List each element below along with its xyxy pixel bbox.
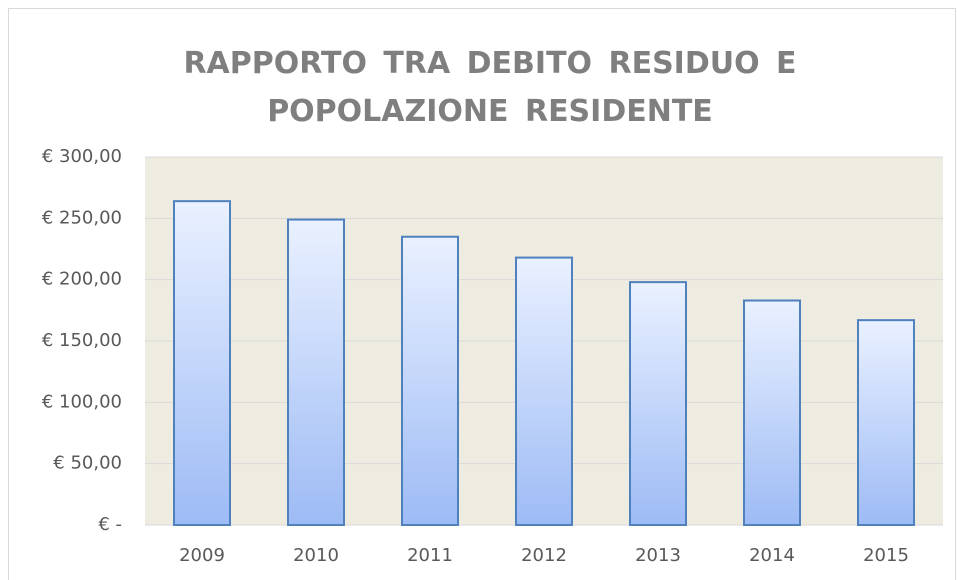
- x-tick-label: 2009: [179, 545, 225, 566]
- x-tick-label: 2010: [293, 545, 339, 566]
- bar: [401, 235, 459, 526]
- bar: [173, 200, 231, 526]
- x-tick-label: 2014: [749, 545, 795, 566]
- x-tick-label: 2011: [407, 545, 453, 566]
- chart-title: RAPPORTO TRA DEBITO RESIDUO E POPOLAZION…: [183, 46, 797, 129]
- x-tick-label: 2012: [521, 545, 567, 566]
- y-tick-label: € 200,00: [42, 269, 122, 290]
- y-tick-label: € 50,00: [53, 453, 122, 474]
- bar: [857, 319, 915, 526]
- bar: [287, 218, 345, 526]
- y-tick-label: € 100,00: [42, 391, 122, 412]
- y-tick-label: € -: [98, 514, 122, 535]
- y-tick-label: € 150,00: [42, 330, 122, 351]
- bar: [743, 299, 801, 526]
- y-tick-label: € 300,00: [42, 146, 122, 167]
- x-tick-label: 2013: [635, 545, 681, 566]
- y-tick-label: € 250,00: [42, 207, 122, 228]
- bar: [515, 256, 573, 526]
- bar: [629, 281, 687, 526]
- chart-frame: [8, 8, 956, 580]
- x-tick-label: 2015: [863, 545, 909, 566]
